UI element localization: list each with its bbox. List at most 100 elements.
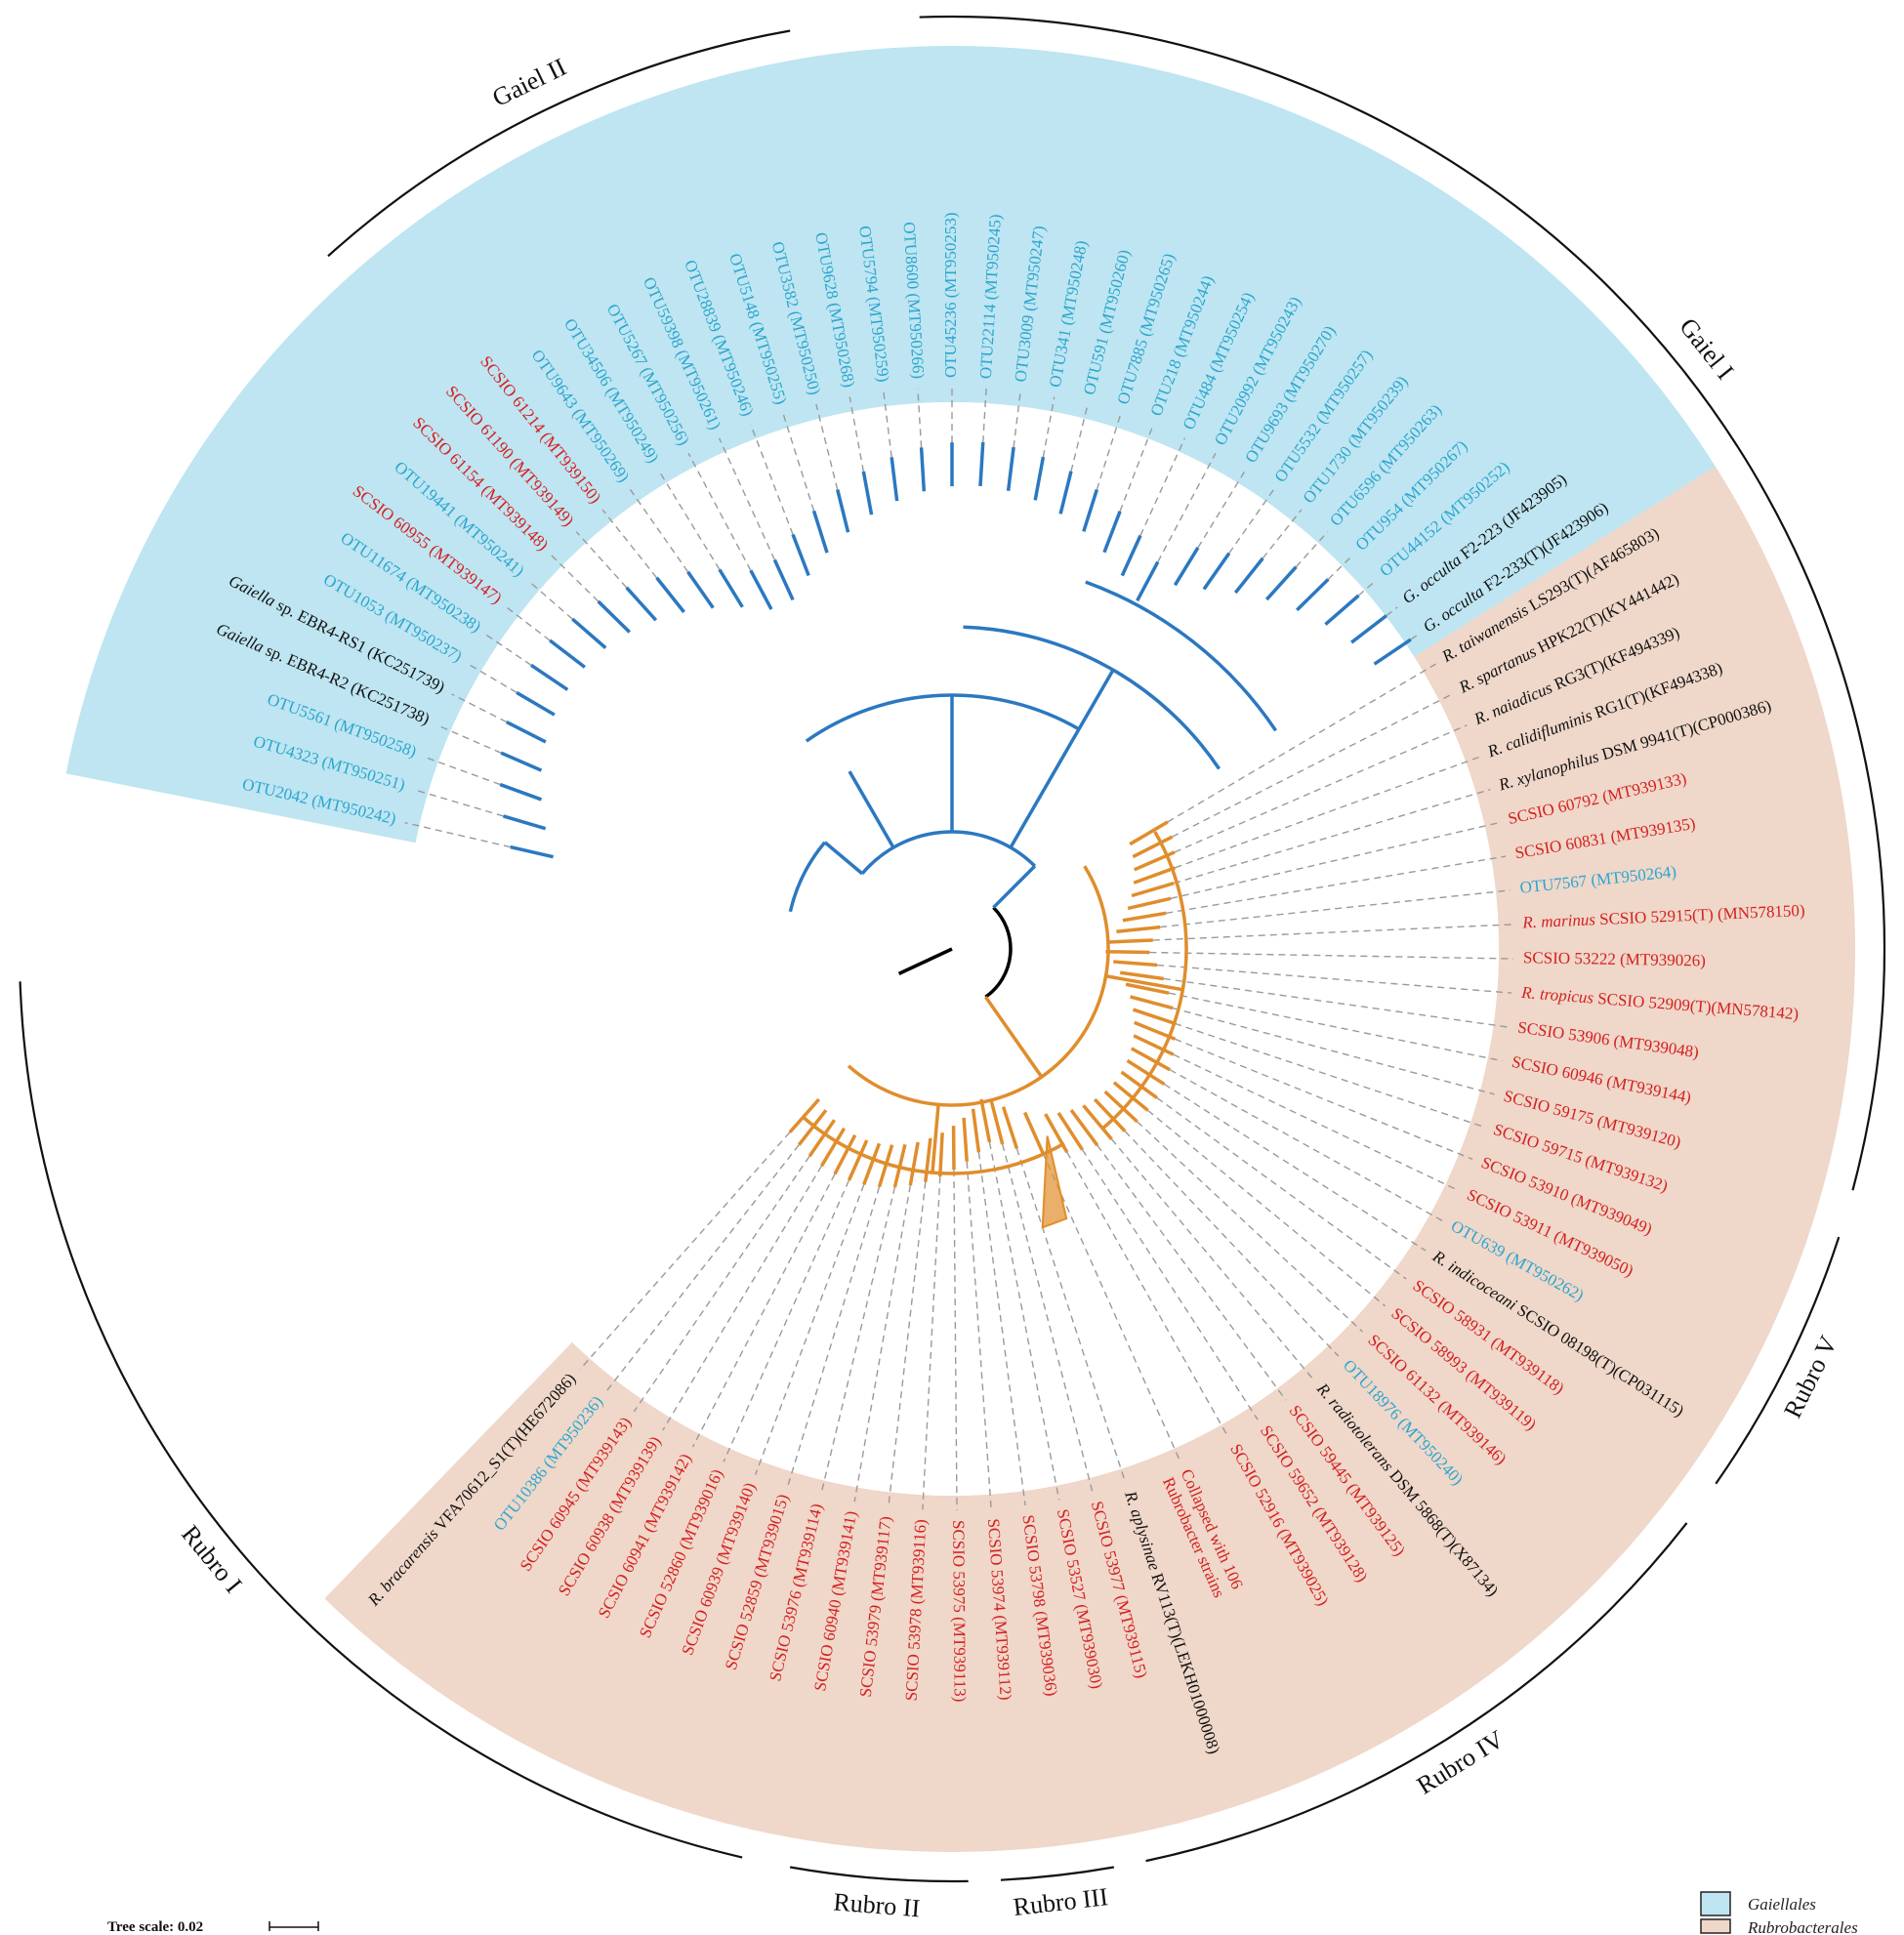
leader-line bbox=[723, 1179, 850, 1462]
tip-branch bbox=[625, 586, 658, 622]
leader-line bbox=[1197, 470, 1247, 549]
tip-branch bbox=[1058, 471, 1073, 515]
leader-line bbox=[1169, 992, 1503, 1062]
legend-swatch-rubrobacterales bbox=[1700, 1918, 1731, 1934]
leader-line bbox=[1262, 509, 1303, 559]
tip-branch bbox=[1131, 882, 1175, 898]
leaf-label: SCSIO 53975 (MT939113) bbox=[949, 1520, 970, 1703]
leader-line bbox=[1173, 789, 1491, 885]
leader-line bbox=[687, 452, 752, 571]
tip-branch bbox=[861, 471, 874, 515]
leader-line bbox=[601, 509, 658, 579]
tip-branch bbox=[788, 1097, 821, 1133]
tip-branch bbox=[1112, 1081, 1149, 1112]
rubrobacterales-branch bbox=[1105, 974, 1183, 992]
leader-line bbox=[1327, 555, 1353, 580]
leader-line bbox=[633, 1155, 810, 1413]
tip-branch bbox=[1022, 1111, 1045, 1154]
tip-branch bbox=[835, 489, 850, 533]
tip-branch bbox=[749, 569, 773, 610]
tip-branch bbox=[1006, 446, 1015, 491]
tip-branch bbox=[1296, 578, 1330, 612]
leader-line bbox=[1156, 1096, 1407, 1280]
leader-line bbox=[1157, 452, 1217, 562]
clade-arc bbox=[789, 1866, 969, 1883]
leader-line bbox=[1410, 634, 1419, 640]
tip-branch bbox=[1264, 565, 1298, 601]
legend-swatch-gaiellales bbox=[1700, 1891, 1731, 1916]
leaf-label: OTU45236 (MT950253) bbox=[941, 212, 960, 378]
legend: Gaiellales Rubrobacterales bbox=[1700, 1891, 1858, 1935]
tip-branch bbox=[1108, 938, 1153, 944]
leader-line bbox=[1174, 1022, 1485, 1129]
tip-branch bbox=[1133, 1034, 1175, 1056]
tip-branch bbox=[807, 1119, 837, 1158]
tip-branch bbox=[686, 570, 715, 609]
tip-branch bbox=[890, 457, 899, 502]
leader-line bbox=[1167, 663, 1436, 823]
leader-line bbox=[1170, 821, 1500, 899]
tip-branch bbox=[1132, 1008, 1176, 1025]
clade-label: Rubro III bbox=[1012, 1882, 1109, 1921]
tip-branch bbox=[505, 720, 547, 744]
leader-line bbox=[1173, 1053, 1460, 1192]
leader-line bbox=[820, 1186, 896, 1496]
tip-branch bbox=[1202, 552, 1231, 591]
tip-branch bbox=[1122, 911, 1167, 923]
leader-line bbox=[468, 663, 517, 693]
tip-branch bbox=[1233, 556, 1264, 595]
tip-branch bbox=[1120, 1070, 1158, 1099]
tip-branch bbox=[797, 1109, 828, 1146]
tree-scale-label: Tree scale: 0.02 bbox=[107, 1919, 203, 1935]
leader-line bbox=[527, 580, 573, 620]
clade-label: Rubro I bbox=[176, 1520, 247, 1598]
clade-arc bbox=[1715, 1236, 1841, 1485]
leader-line bbox=[1160, 889, 1511, 928]
tip-branch bbox=[1373, 638, 1412, 666]
tip-branch bbox=[819, 1127, 847, 1168]
tip-branch bbox=[1127, 896, 1172, 911]
tip-branch bbox=[1082, 488, 1099, 532]
leader-line bbox=[888, 1181, 927, 1507]
gaiellales-branch bbox=[823, 841, 864, 876]
leader-line bbox=[1081, 1149, 1259, 1420]
leader-line bbox=[662, 1165, 823, 1431]
leader-line bbox=[1015, 1148, 1127, 1484]
leader-line bbox=[1295, 531, 1329, 568]
tip-branch bbox=[924, 1137, 932, 1182]
tip-branch bbox=[1130, 1047, 1171, 1072]
rubrobacterales-stem bbox=[983, 996, 1044, 1079]
tip-branch bbox=[499, 782, 543, 802]
leader-line bbox=[782, 413, 815, 512]
clade-label: Rubro V bbox=[1778, 1332, 1842, 1423]
tip-branch bbox=[978, 441, 985, 487]
tip-branch bbox=[549, 638, 586, 669]
tip-branch bbox=[597, 599, 632, 634]
tip-branch bbox=[1102, 511, 1122, 554]
leader-line bbox=[657, 470, 721, 570]
leader-line bbox=[815, 403, 839, 490]
tip-branch bbox=[862, 1142, 882, 1186]
tip-branch bbox=[1130, 995, 1174, 1010]
tip-branch bbox=[989, 1101, 1005, 1145]
leader-line bbox=[1157, 964, 1512, 994]
leader-line bbox=[1175, 756, 1480, 869]
leader-line bbox=[917, 389, 923, 448]
leader-line bbox=[1166, 855, 1507, 914]
tip-branch bbox=[1324, 594, 1360, 626]
clade-arc bbox=[1000, 1866, 1115, 1881]
gaiellales-subarc bbox=[788, 841, 827, 913]
leader-line bbox=[1149, 951, 1513, 960]
tip-branch bbox=[962, 1117, 969, 1162]
tip-branch bbox=[1093, 1097, 1127, 1132]
root-arc bbox=[984, 906, 1013, 999]
leader-line bbox=[1139, 437, 1186, 536]
tip-branch bbox=[1120, 970, 1165, 981]
tip-branch bbox=[1103, 1090, 1138, 1124]
gaiellales-stem bbox=[992, 864, 1037, 909]
leader-line bbox=[1066, 1151, 1229, 1438]
tip-branch bbox=[1069, 1108, 1099, 1147]
leader-line bbox=[1357, 580, 1377, 597]
tip-branch bbox=[510, 844, 554, 859]
